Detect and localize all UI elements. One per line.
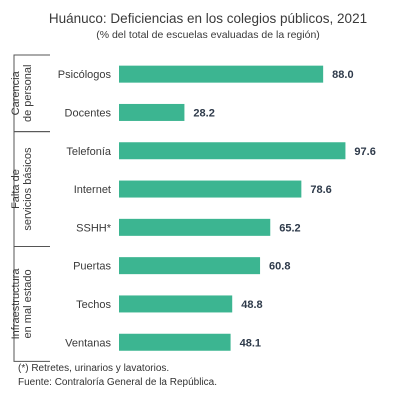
chart-title: Huánuco: Deficiencias en los colegios pú… bbox=[49, 11, 367, 26]
bar-telefonía bbox=[119, 142, 346, 160]
category-label: Psicólogos bbox=[58, 69, 112, 81]
bar-docentes bbox=[119, 103, 185, 121]
category-label: SSHH* bbox=[76, 222, 112, 234]
category-label: Techos bbox=[76, 299, 111, 311]
data-label: 78.6 bbox=[310, 184, 331, 196]
data-label: 97.6 bbox=[354, 146, 375, 158]
source-note: Fuente: Contraloría General de la Repúbl… bbox=[18, 377, 218, 388]
group-label: Falta deservicios básicos bbox=[10, 147, 34, 231]
category-label: Internet bbox=[74, 184, 111, 196]
footnote: (*) Retretes, urinarios y lavatorios. bbox=[18, 363, 170, 374]
bar-puertas bbox=[119, 257, 261, 275]
data-label: 88.0 bbox=[332, 69, 353, 81]
category-label: Telefonía bbox=[66, 146, 112, 158]
bar-techos bbox=[119, 295, 233, 313]
data-label: 48.8 bbox=[241, 299, 262, 311]
data-label: 60.8 bbox=[269, 261, 290, 273]
category-label: Ventanas bbox=[65, 337, 111, 349]
bar-ventanas bbox=[119, 333, 231, 351]
data-label: 48.1 bbox=[240, 337, 261, 349]
bar-psicólogos bbox=[119, 65, 324, 83]
group-label: Carenciade personal bbox=[10, 65, 34, 123]
chart-notes: (*) Retretes, urinarios y lavatorios. Fu… bbox=[18, 362, 217, 390]
plot-area: Psicólogos 88.0 Docentes 28.2 Telefonía 97.6 I… bbox=[10, 54, 376, 362]
data-label: 65.2 bbox=[279, 222, 300, 234]
category-label: Docentes bbox=[65, 107, 112, 119]
chart-subtitle: (% del total de escuelas evaluadas de la… bbox=[96, 29, 320, 41]
bar-internet bbox=[119, 180, 302, 198]
group-bracket bbox=[13, 246, 50, 362]
data-label: 28.2 bbox=[193, 107, 214, 119]
group-label: Infraestructuraen mal estado bbox=[10, 268, 34, 340]
category-label: Puertas bbox=[73, 261, 111, 273]
bar-sshh bbox=[119, 218, 271, 236]
